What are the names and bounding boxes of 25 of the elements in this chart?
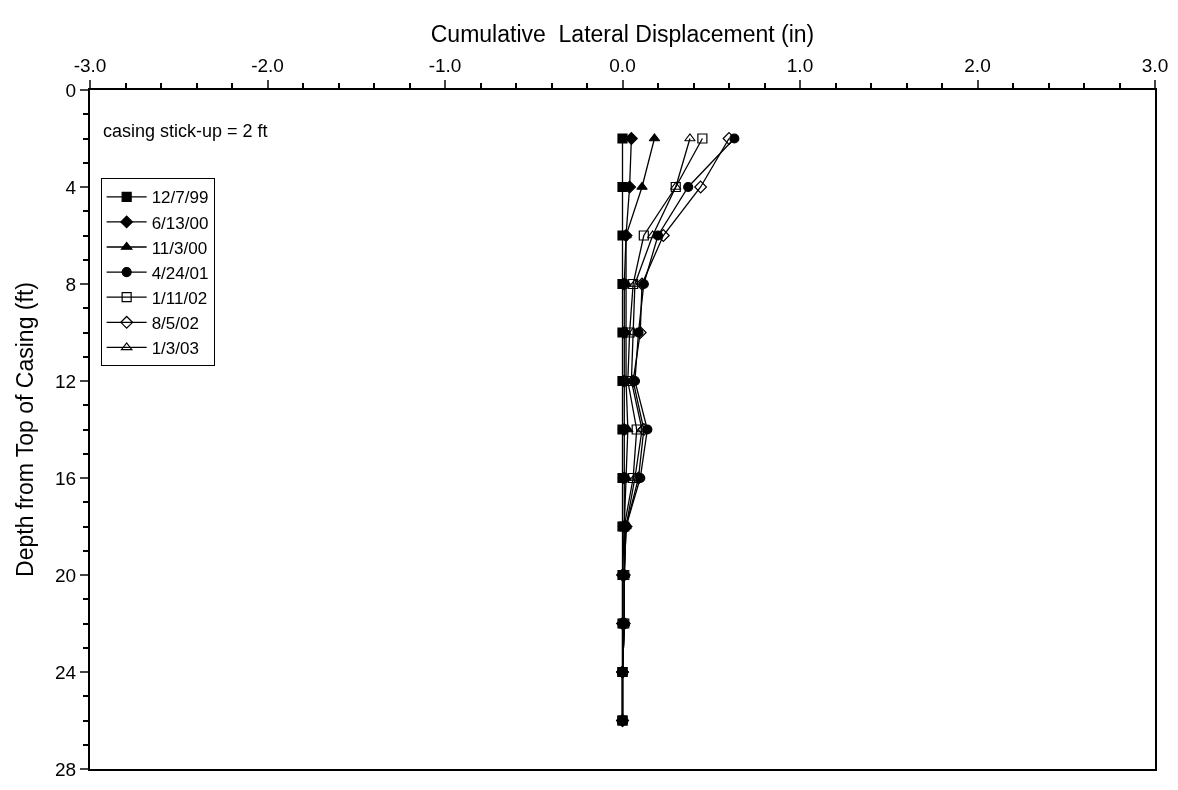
x-axis-title: Cumulative Lateral Displacement (in) — [430, 21, 815, 48]
y-tick-label: 12 — [55, 370, 77, 392]
legend-label: 8/5/02 — [151, 313, 199, 333]
legend-label: 1/3/03 — [151, 339, 199, 359]
y-tick-label: 24 — [55, 661, 77, 683]
y-tick-label: 4 — [65, 176, 77, 198]
y-tick-label: 28 — [55, 758, 77, 780]
annotation: casing stick-up = 2 ft — [103, 121, 268, 141]
y-tick-label: 20 — [55, 564, 77, 586]
x-tick-label: -3.0 — [73, 55, 107, 77]
y-tick-label: 16 — [55, 467, 77, 489]
y-tick-label: 8 — [65, 273, 77, 295]
x-tick-label: 1.0 — [786, 55, 814, 77]
legend-label: 11/3/00 — [151, 238, 208, 258]
x-tick-label: -2.0 — [251, 55, 284, 77]
y-tick-label: 0 — [65, 79, 77, 101]
legend-label: 1/11/02 — [151, 288, 208, 308]
x-tick-label: -1.0 — [428, 55, 462, 77]
legend-label: 4/24/01 — [151, 263, 209, 283]
x-tick-label: 0.0 — [609, 55, 636, 77]
x-tick-label: 2.0 — [964, 55, 991, 77]
x-tick-label: 3.0 — [1141, 55, 1169, 77]
legend-label: 6/13/00 — [151, 213, 209, 233]
legend-label: 12/7/99 — [151, 188, 209, 208]
y-axis-title: Depth from Top of Casing (ft) — [12, 282, 39, 577]
